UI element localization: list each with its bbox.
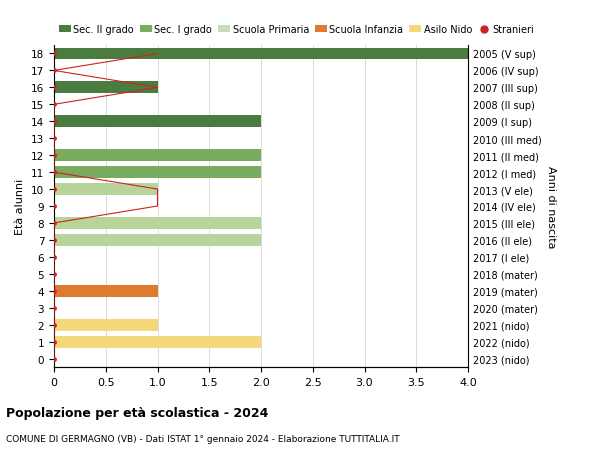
Y-axis label: Anni di nascita: Anni di nascita	[545, 165, 556, 248]
Bar	[54, 150, 261, 162]
Legend: Sec. II grado, Sec. I grado, Scuola Primaria, Scuola Infanzia, Asilo Nido, Stran: Sec. II grado, Sec. I grado, Scuola Prim…	[59, 25, 535, 35]
Bar	[54, 235, 261, 246]
Bar	[54, 167, 261, 179]
Text: COMUNE DI GERMAGNO (VB) - Dati ISTAT 1° gennaio 2024 - Elaborazione TUTTITALIA.I: COMUNE DI GERMAGNO (VB) - Dati ISTAT 1° …	[6, 434, 400, 443]
Bar	[54, 218, 261, 230]
Bar	[54, 116, 261, 128]
Bar	[54, 49, 468, 60]
Bar	[54, 184, 157, 196]
Text: Popolazione per età scolastica - 2024: Popolazione per età scolastica - 2024	[6, 406, 268, 419]
Bar	[54, 336, 261, 348]
Bar	[54, 319, 157, 331]
Y-axis label: Età alunni: Età alunni	[16, 179, 25, 235]
Bar	[54, 82, 157, 94]
Bar	[54, 285, 157, 297]
